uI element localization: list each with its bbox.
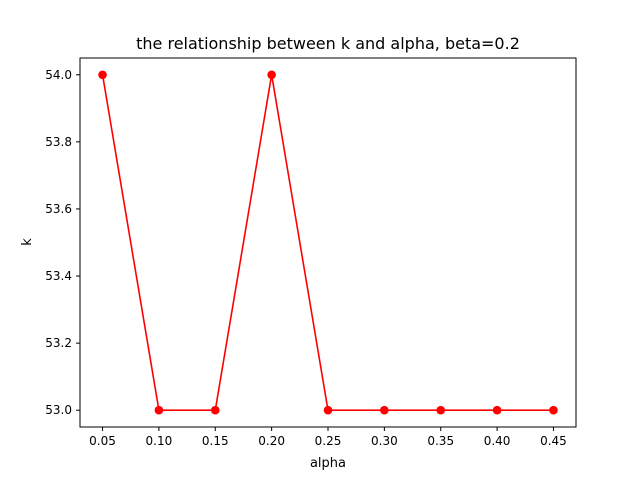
x-tick-label: 0.15: [202, 434, 229, 448]
x-tick-label: 0.30: [371, 434, 398, 448]
x-tick-label: 0.05: [89, 434, 116, 448]
y-tick-label: 53.4: [45, 269, 72, 283]
data-point: [380, 405, 389, 415]
plot-area: [98, 70, 558, 415]
x-tick-label: 0.10: [146, 434, 173, 448]
data-point: [267, 70, 276, 80]
x-tick-label: 0.35: [427, 434, 454, 448]
y-tick-label: 53.8: [45, 135, 72, 149]
y-tick-label: 53.6: [45, 202, 72, 216]
data-point: [210, 405, 220, 415]
x-tick-label: 0.45: [540, 434, 567, 448]
x-tick-label: 0.25: [315, 434, 342, 448]
data-point: [98, 70, 107, 80]
y-tick-label: 53.0: [45, 403, 72, 417]
y-axis-label: k: [20, 238, 35, 246]
chart-title: the relationship between k and alpha, be…: [136, 34, 520, 53]
data-point: [154, 405, 164, 415]
x-tick-label: 0.40: [484, 434, 511, 448]
x-tick-label: 0.20: [258, 434, 285, 448]
y-tick-label: 53.2: [45, 336, 72, 350]
y-tick-label: 54.0: [45, 68, 72, 82]
x-axis-label: alpha: [310, 456, 346, 471]
data-point: [492, 405, 502, 415]
data-point: [436, 405, 446, 415]
data-point: [323, 405, 333, 415]
x-axis-ticks: 0.05 0.10 0.15 0.20 0.25 0.30 0.35 0.40 0.45: [89, 427, 567, 448]
y-axis-ticks: 53.0 53.2 53.4 53.6 53.8 54.0: [45, 68, 80, 417]
data-point: [549, 405, 558, 415]
